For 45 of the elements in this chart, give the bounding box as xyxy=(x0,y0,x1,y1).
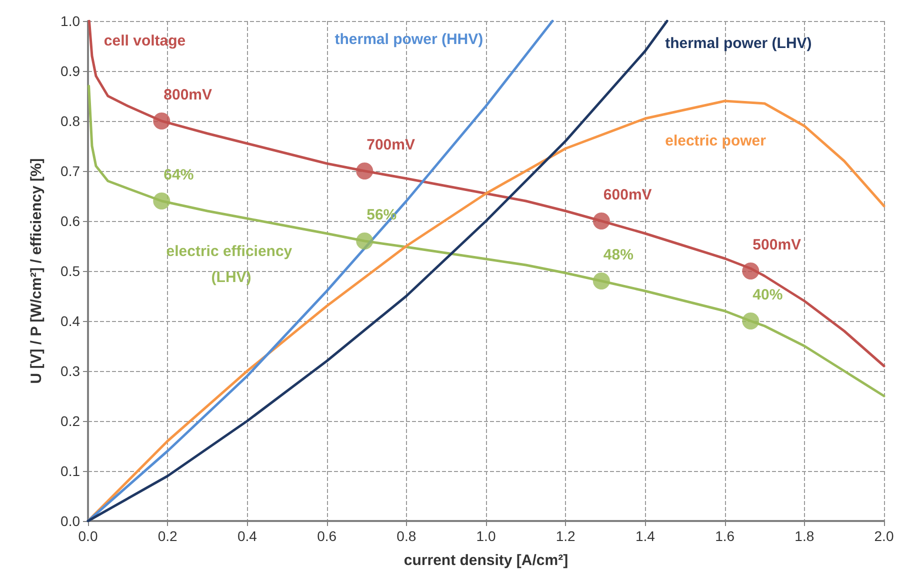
annotation: 40% xyxy=(752,286,783,304)
x-tick-label: 1.6 xyxy=(715,528,735,544)
y-tick-label: 0.2 xyxy=(60,413,80,429)
x-tick-label: 1.4 xyxy=(635,528,656,544)
annotation: 800mV xyxy=(164,86,212,104)
y-tick-label: 0.5 xyxy=(60,263,80,279)
y-tick-label: 0.9 xyxy=(60,63,80,79)
y-tick-label: 0.8 xyxy=(60,113,80,129)
annotation: 64% xyxy=(164,166,194,184)
point xyxy=(153,112,170,130)
x-tick-label: 0.0 xyxy=(78,528,98,544)
x-tick-label: 2.0 xyxy=(874,528,894,544)
y-tick-label: 0.3 xyxy=(60,363,80,379)
y-tick-label: 0.1 xyxy=(60,463,80,479)
y-tick-label: 0.7 xyxy=(60,163,80,179)
series-label: cell voltage xyxy=(104,32,186,50)
x-tick-label: 0.8 xyxy=(396,528,416,544)
annotation: 700mV xyxy=(366,136,415,154)
point xyxy=(592,212,610,230)
annotation: 500mV xyxy=(752,236,802,254)
x-tick-label: 0.2 xyxy=(158,528,178,544)
point xyxy=(742,312,760,330)
series-label: electric power xyxy=(665,132,766,150)
point xyxy=(356,162,374,180)
point xyxy=(356,232,374,250)
x-tick-label: 0.6 xyxy=(317,528,337,544)
series-label: thermal power (LHV) xyxy=(665,35,812,52)
point xyxy=(742,262,760,280)
text: thermal power (HHV) xyxy=(334,31,484,48)
series-label: electric efficiency (LHV) xyxy=(166,243,296,286)
annotation: 600mV xyxy=(603,186,652,204)
x-tick-label: 1.8 xyxy=(794,528,814,544)
y-tick-label: 0.0 xyxy=(60,513,80,529)
y-axis-title: U [V] / P [W/cm²] / efficiency [%] xyxy=(28,158,45,384)
line-series xyxy=(88,84,886,398)
x-axis-title: current density [A/cm²] xyxy=(404,552,568,569)
y-tick-label: 1.0 xyxy=(60,13,80,29)
y-tick-label: 0.6 xyxy=(60,213,80,229)
point xyxy=(592,272,610,290)
y-tick-label: 0.4 xyxy=(60,313,80,329)
point xyxy=(153,192,170,210)
x-tick-label: 0.4 xyxy=(237,528,258,544)
x-tick-label: 1.0 xyxy=(476,528,496,544)
annotation: 48% xyxy=(603,246,634,264)
x-tick-label: 1.2 xyxy=(556,528,576,544)
